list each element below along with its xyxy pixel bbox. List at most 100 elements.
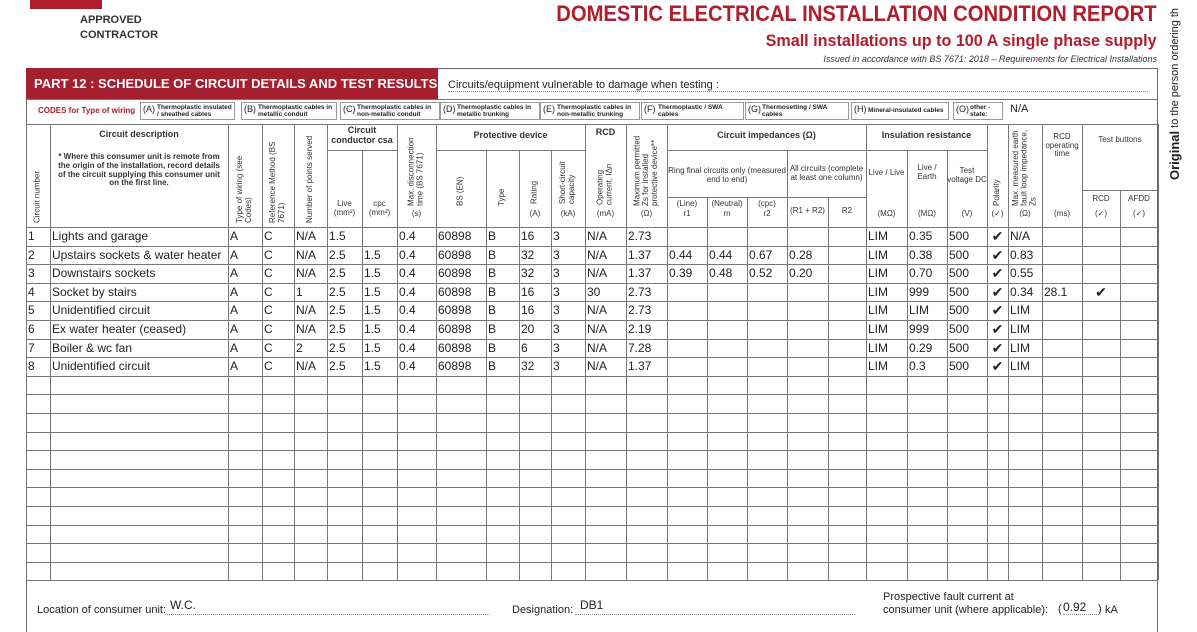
column-header: cpc (373, 199, 386, 208)
dotted-line (165, 614, 490, 615)
grid-line (987, 124, 988, 580)
table-cell: Socket by stairs (52, 284, 137, 299)
table-cell: 1.5 (364, 284, 381, 299)
table-cell: 2.5 (329, 303, 346, 318)
table-cell: 0.34 (1010, 284, 1034, 299)
table-cell: 1.5 (329, 229, 346, 243)
table-cell: C (264, 303, 273, 318)
table-cell: LIM (868, 266, 889, 281)
table-cell: 3 (553, 229, 560, 243)
table-cell: B (488, 229, 497, 243)
grid-line (626, 124, 627, 580)
table-cell: 0.20 (789, 266, 813, 281)
column-header: (Ω) (1019, 209, 1031, 218)
table-cell: 1.37 (628, 247, 652, 262)
grid-line (294, 124, 295, 580)
grid-line (1082, 124, 1083, 580)
table-cell: N/A (296, 266, 317, 281)
grid-line (1042, 124, 1043, 580)
grid-line (551, 150, 552, 580)
grid-line (327, 150, 397, 151)
table-cell: LIM (868, 303, 889, 318)
table-cell: LIM (868, 322, 889, 336)
table-cell: A (230, 247, 239, 262)
table-cell: ✔ (991, 302, 1004, 319)
table-cell: Unidentified circuit (52, 303, 151, 318)
issued-note: Issued in accordance with BS 7671: 2018 … (823, 54, 1157, 64)
table-cell: LIM (1010, 303, 1031, 318)
grid-line (26, 338, 1158, 340)
table-cell: LIM (868, 284, 889, 299)
table-cell: N/A (1010, 229, 1031, 243)
table-cell: C (264, 247, 273, 262)
code-box (241, 102, 337, 120)
column-header: Circuit number (32, 170, 42, 223)
column-header: Live / Live (868, 167, 905, 177)
table-cell: A (230, 266, 239, 281)
table-cell: 0.44 (709, 247, 733, 262)
table-cell: 1.5 (364, 266, 381, 281)
table-cell: 7 (28, 340, 35, 355)
column-header: Number of points served (305, 135, 315, 223)
table-cell: C (264, 359, 273, 374)
column-header: r1 (683, 209, 691, 218)
bracket: ) (1098, 603, 1102, 615)
table-cell: 28.1 (1044, 284, 1068, 299)
column-header: (✓) (991, 209, 1004, 218)
table-cell: 60898 (438, 303, 472, 318)
table-cell: C (264, 340, 273, 355)
table-cell: 0.67 (749, 247, 773, 262)
grid-line (26, 487, 1158, 489)
table-cell: 2.73 (628, 229, 652, 243)
table-cell: 500 (949, 359, 970, 374)
grid-line (436, 150, 585, 151)
table-cell: N/A (587, 266, 608, 281)
table-cell: B (488, 266, 497, 281)
table-cell: 3 (553, 340, 560, 355)
table-cell: LIM (1010, 322, 1031, 336)
table-cell: 60898 (438, 359, 472, 374)
column-header: (cpc) (758, 199, 776, 208)
table-cell: LIM (868, 340, 889, 355)
table-cell: B (488, 322, 497, 336)
column-header: Maximum permitted Zs for installed prote… (632, 135, 659, 206)
table-cell: ✔ (991, 265, 1004, 282)
table-cell: 3 (553, 303, 560, 318)
report-title: DOMESTIC ELECTRICAL INSTALLATION CONDITI… (556, 1, 1157, 26)
column-header: Polarity (992, 179, 1002, 206)
grid-line (397, 124, 398, 580)
table-cell: N/A (296, 247, 317, 262)
table-cell: N/A (296, 322, 317, 336)
column-header: (A) (529, 209, 541, 218)
table-cell: ✔ (991, 339, 1004, 356)
table-cell: 16 (521, 284, 535, 299)
table-cell: 500 (949, 340, 970, 355)
table-cell: Unidentified circuit (52, 359, 151, 374)
column-header: Rating (529, 180, 539, 204)
column-header: * Where this consumer unit is remote fro… (58, 152, 220, 188)
table-cell: 3 (553, 284, 560, 299)
column-header: Short-circuit capacity (558, 161, 576, 204)
table-cell: ✔ (991, 246, 1004, 263)
table-cell: 2.73 (628, 303, 652, 318)
table-cell: 60898 (438, 247, 472, 262)
table-cell: 999 (909, 322, 930, 336)
code-box (340, 102, 440, 120)
table-cell: 60898 (438, 266, 472, 281)
column-header: (s) (411, 209, 422, 218)
grid-line (907, 150, 908, 580)
table-cell: 0.28 (789, 247, 813, 262)
grid-line (26, 245, 1158, 247)
table-cell: N/A (587, 340, 608, 355)
column-header: (mm²) (368, 208, 391, 217)
table-cell: 500 (949, 266, 970, 281)
table-cell: 7.28 (628, 340, 652, 355)
grid-line (26, 450, 1158, 452)
column-header: (✓) (1132, 209, 1146, 218)
table-cell: 0.4 (399, 229, 416, 243)
grid-line (26, 394, 1158, 396)
table-cell: LIM (868, 359, 889, 374)
grid-line (866, 124, 867, 580)
table-cell: 2.5 (329, 340, 346, 355)
code-box (953, 102, 1003, 120)
